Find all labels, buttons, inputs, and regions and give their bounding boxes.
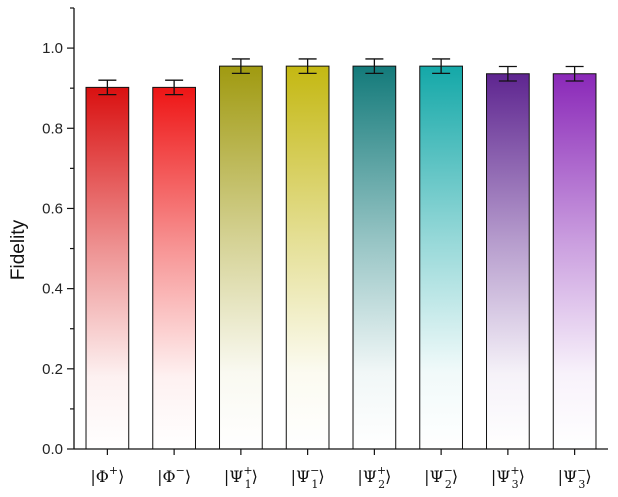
y-tick-label: 0.6: [42, 200, 63, 217]
error-bar-5: [365, 58, 384, 74]
y-tick-label: 0.8: [42, 120, 63, 137]
bar-2: [152, 86, 196, 450]
x-tick-label-2: |Φ−⟩: [157, 464, 191, 486]
x-tick-label-1: |Φ+⟩: [90, 464, 124, 486]
x-tick-label-4: |Ψ− 1⟩: [291, 464, 325, 491]
error-bar-2: [165, 79, 184, 96]
y-tick-label: 0.2: [42, 361, 63, 378]
bar-3: [219, 65, 263, 450]
x-tick-label-7: |Ψ+ 3⟩: [491, 464, 525, 491]
x-tick-label-3: |Ψ+ 1⟩: [224, 464, 258, 491]
bar-8: [552, 73, 597, 450]
y-axis-title: Fidelity: [8, 219, 29, 280]
x-tick-label-6: |Ψ− 2⟩: [424, 464, 458, 491]
error-bar-6: [432, 58, 451, 74]
bar-4: [285, 65, 330, 450]
axes-layer: 0.0 0.2 0.4 0.6 0.8 1.0 |Φ+⟩ |Φ−⟩ |Ψ+ 1⟩ |Ψ− 1⟩ |Ψ+ 2…: [42, 7, 608, 491]
bar-7: [486, 73, 530, 450]
bar-6: [419, 65, 463, 450]
error-bar-3: [231, 58, 250, 74]
error-bar-4: [298, 58, 317, 74]
bar-1: [85, 86, 130, 450]
error-bar-7: [498, 65, 517, 82]
error-bar-1: [98, 79, 117, 96]
error-bar-8: [565, 65, 584, 82]
bar-5: [352, 65, 397, 450]
y-tick-label: 0.0: [42, 441, 63, 458]
x-tick-label-5: |Ψ+ 2⟩: [357, 464, 391, 491]
y-tick-label: 1.0: [42, 40, 63, 57]
y-tick-label: 0.4: [42, 281, 63, 298]
bars-layer: [85, 58, 597, 450]
x-tick-label-8: |Ψ− 3⟩: [558, 464, 592, 491]
